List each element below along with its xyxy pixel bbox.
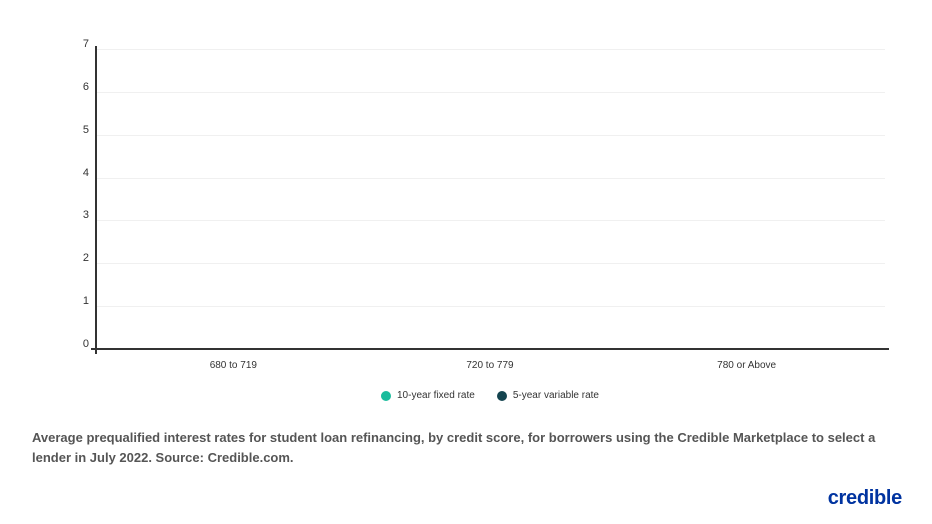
- legend-item: 10-year fixed rate: [381, 390, 475, 401]
- y-tick-label: 2: [83, 252, 95, 264]
- legend-label: 10-year fixed rate: [397, 390, 475, 401]
- y-tick: 5: [65, 124, 95, 136]
- bar-value-label: 2.98%: [750, 332, 842, 343]
- brand-logo: credible: [828, 487, 902, 510]
- y-tick: 2: [65, 252, 95, 264]
- x-tick-label: 720 to 779: [390, 360, 590, 371]
- legend-swatch: [381, 391, 391, 401]
- y-tick-label: 3: [83, 209, 95, 221]
- x-tick-label: 680 to 719: [133, 360, 333, 371]
- bar-value-label: 4.03%: [493, 332, 585, 343]
- y-axis-line: [95, 46, 97, 354]
- y-tick: 7: [65, 38, 95, 50]
- y-tick-label: 1: [83, 295, 95, 307]
- y-tick-label: 7: [83, 38, 95, 50]
- y-tick: 1: [65, 295, 95, 307]
- bar-groups: 6.65% 6.76% 5.65% 4.03% 5.07% 2.98%: [95, 50, 885, 350]
- y-tick: 6: [65, 81, 95, 93]
- chart-plot-area: 0 1 2 3 4 5 6 7 6.65% 6.76% 5.65% 4.03%: [95, 50, 885, 350]
- bar-value-label: 6.76%: [236, 332, 328, 343]
- legend: 10-year fixed rate 5-year variable rate: [95, 390, 885, 401]
- bar-value-label: 5.65%: [395, 332, 487, 343]
- legend-item: 5-year variable rate: [497, 390, 599, 401]
- x-axis-labels: 680 to 719 720 to 779 780 or Above: [95, 350, 885, 371]
- bar-value-label: 5.07%: [652, 332, 744, 343]
- y-tick: 3: [65, 209, 95, 221]
- y-tick-label: 4: [83, 167, 95, 179]
- x-tick-label: 780 or Above: [647, 360, 847, 371]
- legend-label: 5-year variable rate: [513, 390, 599, 401]
- y-tick: 4: [65, 167, 95, 179]
- chart-caption: Average prequalified interest rates for …: [32, 428, 902, 467]
- y-tick-label: 6: [83, 81, 95, 93]
- bar-value-label: 6.65%: [138, 332, 230, 343]
- y-tick-label: 5: [83, 124, 95, 136]
- y-axis: 0 1 2 3 4 5 6 7: [65, 50, 95, 350]
- legend-swatch: [497, 391, 507, 401]
